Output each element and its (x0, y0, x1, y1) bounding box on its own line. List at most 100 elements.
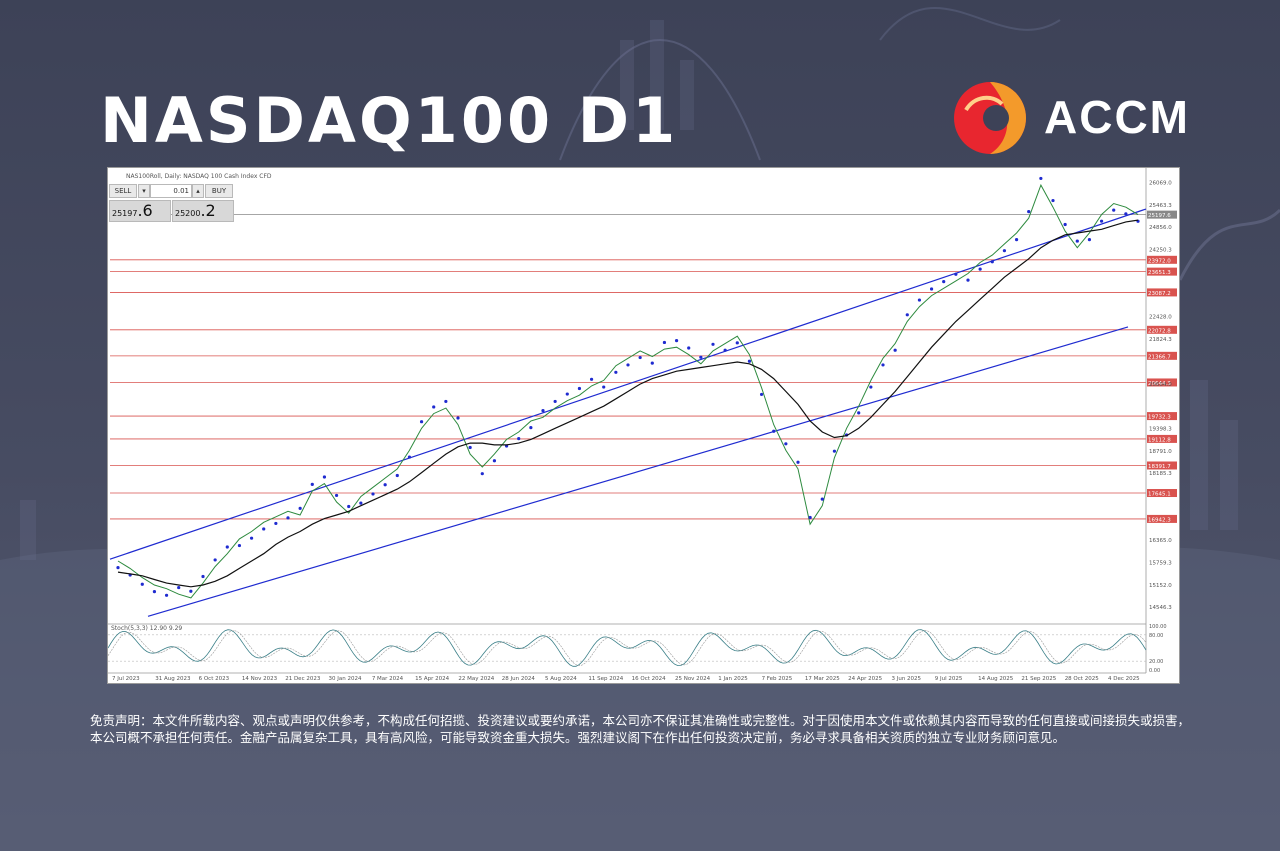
sar-dot (1002, 249, 1007, 253)
y-tick-label: 19398.3 (1149, 426, 1172, 432)
sar-dot (759, 392, 764, 397)
level-tag (1147, 461, 1177, 470)
stoch-label: Stoch(5,3,3) 12.90 9.29 (111, 625, 182, 632)
price-chart: 23972.0 23651.3 23087.2 22072.8 21366.7 20644… (107, 168, 1177, 682)
sar-dot (626, 363, 630, 367)
price-line (117, 183, 1139, 599)
sar-dot (541, 409, 545, 413)
x-tick-label: 3 Jun 2025 (891, 676, 921, 682)
level-tag (1147, 412, 1177, 421)
chart-frame: 23972.0 23651.3 23087.2 22072.8 21366.7 20644… (107, 167, 1180, 684)
level-label: 21366.7 (1148, 354, 1171, 360)
y-tick-label: 15152.0 (1149, 583, 1172, 589)
sar-dot (407, 455, 412, 459)
sar-dot (371, 492, 375, 496)
x-tick-label: 16 Oct 2024 (632, 676, 667, 682)
sar-dot (456, 416, 460, 420)
sar-dot (650, 361, 654, 365)
logo-mark-icon (954, 82, 1026, 154)
level-label: 20644.3 (1148, 381, 1171, 387)
sar-dot (565, 392, 569, 396)
sar-dot (444, 399, 448, 404)
level-label: 16942.3 (1148, 517, 1171, 523)
sar-dot (857, 411, 861, 415)
x-tick-label: 28 Jun 2024 (502, 676, 536, 682)
x-tick-label: 30 Jan 2024 (329, 676, 362, 682)
sar-dot (517, 437, 521, 441)
lot-down-icon[interactable]: ▾ (138, 184, 150, 198)
x-tick-label: 17 Mar 2025 (805, 676, 840, 682)
sar-dot (942, 280, 946, 284)
sar-dot (1014, 238, 1019, 242)
sar-dot (432, 405, 436, 409)
lot-up-icon[interactable]: ▴ (192, 184, 204, 198)
current-price-tag (1147, 210, 1177, 219)
x-tick-label: 31 Aug 2023 (155, 676, 191, 682)
x-tick-label: 14 Nov 2023 (242, 676, 278, 682)
x-tick-label: 21 Sep 2025 (1021, 676, 1056, 682)
level-tag (1147, 267, 1177, 276)
sar-dot (1087, 238, 1092, 242)
buy-button[interactable]: BUY (205, 184, 233, 198)
sell-price[interactable]: 25197.6 (109, 200, 171, 222)
sar-dot (881, 363, 885, 367)
sar-dot (189, 589, 193, 593)
y-tick-label: 16365.0 (1149, 538, 1172, 544)
level-label: 19112.8 (1148, 437, 1171, 443)
y-tick-label: 24856.0 (1149, 225, 1172, 231)
sar-dot (662, 340, 667, 345)
y-tick-label: 14546.3 (1149, 605, 1172, 611)
sar-dot (237, 543, 242, 548)
sar-dot (262, 527, 266, 531)
x-tick-label: 15 Apr 2024 (415, 676, 450, 682)
sar-dot (310, 482, 314, 486)
y-tick-label: 18185.3 (1149, 471, 1172, 477)
sar-dot (796, 460, 800, 464)
sar-dot (395, 473, 399, 478)
level-label: 23651.3 (1148, 270, 1171, 276)
sar-dot (905, 313, 909, 317)
upper-channel-line (109, 208, 1147, 560)
moving-average-line (117, 219, 1139, 588)
level-tag (1147, 325, 1177, 334)
x-tick-label: 24 Apr 2025 (848, 676, 883, 682)
sar-dot (747, 359, 752, 363)
lot-input[interactable]: 0.01 (150, 184, 192, 198)
sar-dot (419, 420, 424, 424)
stoch-level-label: 20.00 (1149, 659, 1163, 665)
y-tick-label: 18791.0 (1149, 449, 1172, 455)
stoch-k-line (107, 629, 1147, 667)
sar-dot (1075, 239, 1079, 243)
sar-dot (1099, 219, 1104, 223)
sar-dot (917, 298, 922, 302)
x-tick-label: 7 Mar 2024 (372, 676, 404, 682)
x-tick-label: 11 Sep 2024 (588, 676, 623, 682)
sar-dot (480, 472, 484, 476)
stoch-level-label: 0.00 (1149, 668, 1160, 674)
sar-dot (1112, 208, 1116, 212)
sar-dot (699, 355, 703, 359)
x-tick-label: 5 Aug 2024 (545, 676, 577, 682)
sar-dot (1124, 212, 1128, 216)
sar-dot (589, 377, 594, 381)
sar-dot (614, 370, 618, 374)
level-label: 23972.0 (1148, 258, 1171, 264)
y-tick-label: 26069.0 (1149, 181, 1172, 187)
level-label: 18391.7 (1148, 464, 1171, 470)
sar-dot (347, 504, 351, 509)
sell-button[interactable]: SELL (109, 184, 137, 198)
sar-dot (322, 475, 327, 479)
sar-dot (359, 501, 363, 505)
sar-dot (723, 348, 727, 352)
lower-channel-line (147, 326, 1129, 617)
sar-dot (529, 425, 533, 430)
level-tag (1147, 255, 1177, 264)
sar-dot (201, 574, 205, 579)
sar-dot (274, 521, 278, 526)
accm-logo: ACCM (952, 80, 1192, 156)
level-tag (1147, 489, 1177, 498)
stoch-d-line (107, 630, 1147, 666)
sar-dot (286, 516, 290, 520)
buy-price[interactable]: 25200.2 (172, 200, 234, 222)
x-tick-label: 21 Dec 2023 (285, 676, 321, 682)
